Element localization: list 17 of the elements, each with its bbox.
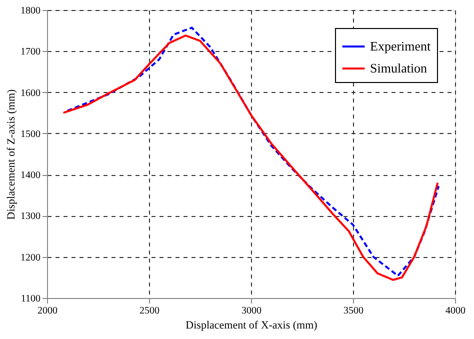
x-tick-label: 2000	[38, 306, 58, 316]
y-axis-title: Displacement of Z-axis (mm)	[6, 88, 18, 220]
legend-label: Simulation	[370, 60, 428, 76]
y-tick-label: 1100	[20, 294, 40, 304]
y-tick-label: 1500	[20, 128, 40, 140]
x-axis-title: Displacement of X-axis (mm)	[186, 320, 318, 332]
y-tick-label: 1800	[20, 6, 40, 16]
x-tick-label: 2500	[140, 306, 160, 316]
y-tick-label: 1600	[20, 88, 40, 99]
y-tick-label: 1200	[20, 252, 40, 264]
legend-label: Experiment	[370, 38, 432, 54]
y-tick-label: 1300	[20, 211, 40, 222]
y-tick-label: 1700	[20, 46, 40, 58]
x-tick-label: 3500	[344, 306, 364, 316]
x-tick-label: 4000	[446, 306, 466, 316]
y-tick-label: 1400	[20, 170, 40, 182]
x-tick-label: 3000	[242, 306, 262, 316]
